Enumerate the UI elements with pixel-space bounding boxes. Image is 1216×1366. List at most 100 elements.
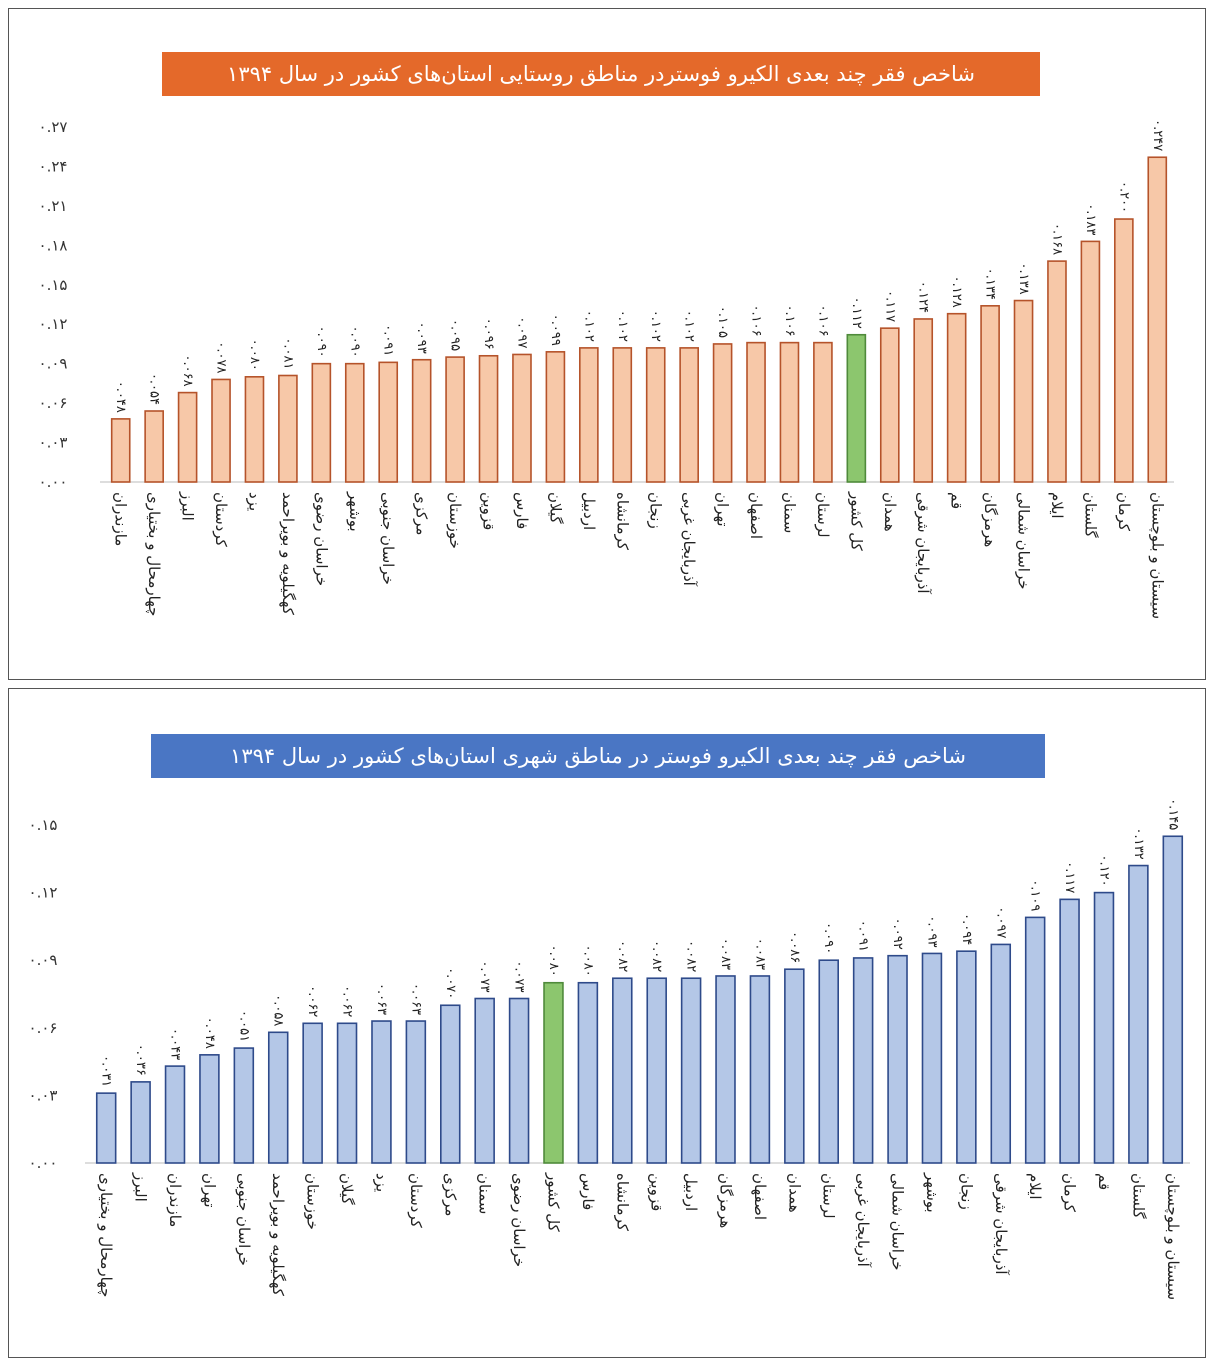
urban-chart: ۰.۰۰ ۰.۰۳ ۰.۰۶ ۰.۰۹ ۰.۱۲ ۰.۱۵ ۰.۰۳۱ چهارمحال و … <box>29 798 1190 1300</box>
bar <box>302 1022 323 1164</box>
data-label: ۰.۱۰۶ <box>782 305 797 337</box>
data-label: ۰.۰۵۴ <box>147 373 162 405</box>
bar <box>336 1022 358 1164</box>
category-label: مرکزی <box>413 492 431 535</box>
category-label: گلستان <box>1129 1173 1147 1219</box>
y-tick-label: ۰.۰۶ <box>29 1019 58 1037</box>
bar <box>474 997 495 1164</box>
data-label: ۰.۰۶۳ <box>408 983 423 1015</box>
bar <box>612 977 633 1164</box>
bar <box>1047 260 1067 483</box>
bar <box>478 354 499 483</box>
data-label: ۰.۱۲۰ <box>1096 855 1111 887</box>
bar <box>411 358 432 483</box>
category-label: مرکزی <box>441 1173 459 1216</box>
data-label: ۰.۰۵۱ <box>236 1010 251 1042</box>
category-label: همدان <box>785 1173 803 1213</box>
bar <box>211 378 231 483</box>
bar <box>1093 891 1115 1164</box>
category-label: یزد <box>372 1173 390 1192</box>
category-label: تهران <box>200 1173 218 1208</box>
bar <box>913 318 934 483</box>
data-label: ۰.۰۹۴ <box>959 913 974 945</box>
category-label: اصفهان <box>747 492 765 539</box>
category-label: لرستان <box>814 492 832 538</box>
bar <box>95 1092 117 1164</box>
category-label: خوزستان <box>446 492 464 549</box>
category-label: خراسان شمالی <box>889 1173 907 1271</box>
bar <box>1147 156 1168 483</box>
bar <box>311 362 332 483</box>
data-label: ۰.۱۱۷ <box>1062 861 1077 893</box>
category-label: کردستان <box>212 492 230 548</box>
y-tick-label: ۰.۰۰ <box>29 1154 58 1172</box>
category-label: لرستان <box>820 1173 838 1219</box>
bar <box>144 410 164 483</box>
category-label: کردستان <box>407 1173 425 1229</box>
bar <box>980 305 1000 483</box>
rural-chart-panel: شاخص فقر چند بعدی الکیرو فوستردر مناطق ر… <box>8 8 1206 680</box>
data-label: ۰.۰۸۲ <box>649 940 664 972</box>
category-label: قم <box>1095 1173 1113 1190</box>
data-label: ۰.۰۸۳ <box>752 938 767 970</box>
data-label: ۰.۰۹۲ <box>890 918 905 950</box>
y-tick-label: ۰.۱۵ <box>39 276 68 294</box>
bar <box>879 327 900 483</box>
data-label: ۰.۱۳۲ <box>1131 827 1146 859</box>
bar <box>278 374 298 483</box>
category-label: سیستان و بلوچستان <box>1148 492 1166 619</box>
data-label: ۰.۱۰۲ <box>648 310 663 342</box>
category-label: کل کشور <box>544 1172 562 1233</box>
data-label: ۰.۱۶۸ <box>1049 223 1064 255</box>
y-tick-label: ۰.۰۹ <box>39 355 68 373</box>
category-label: سمنان <box>476 1173 494 1214</box>
y-tick-label: ۰.۱۲ <box>39 315 68 333</box>
bar <box>784 968 805 1164</box>
urban-chart-title: شاخص فقر چند بعدی الکیرو فوستر در مناطق … <box>151 734 1045 778</box>
category-label: آذربایجان شرقی <box>992 1173 1010 1275</box>
data-label: ۰.۰۹۷ <box>993 906 1008 938</box>
data-label: ۰.۱۰۲ <box>615 310 630 342</box>
bar <box>244 376 265 483</box>
category-label: هرمزگان <box>717 1173 735 1228</box>
data-label: ۰.۰۶۳ <box>374 983 389 1015</box>
y-tick-label: ۰.۲۷ <box>39 118 68 136</box>
category-label: خراسان رضوی <box>510 1173 528 1267</box>
data-label: ۰.۰۹۵ <box>448 319 463 351</box>
category-label: بوشهر <box>923 1172 941 1213</box>
data-label: ۰.۰۴۳ <box>168 1028 183 1060</box>
category-label: بوشهر <box>346 491 364 532</box>
data-label: ۰.۰۳۱ <box>99 1055 114 1087</box>
category-label: یزد <box>245 492 263 511</box>
data-label: ۰.۰۵۸ <box>271 994 286 1026</box>
category-label: گیلان <box>546 492 564 524</box>
category-label: کل کشور <box>847 491 865 552</box>
category-label: خوزستان <box>304 1173 322 1230</box>
data-label: ۰.۱۰۲ <box>682 310 697 342</box>
data-label: ۰.۰۹۳ <box>924 915 939 947</box>
bar <box>177 391 198 483</box>
y-tick-label: ۰.۱۵ <box>29 816 58 834</box>
category-label: مازندران <box>166 1173 184 1227</box>
bar <box>267 1031 289 1164</box>
category-label: گلستان <box>1081 492 1099 538</box>
category-label: قم <box>948 492 966 509</box>
data-label: ۰.۰۷۰ <box>443 967 458 999</box>
category-label: خراسان جنوبی <box>379 492 397 585</box>
bar <box>1024 916 1046 1164</box>
bar <box>579 347 599 483</box>
data-label: ۰.۲۴۷ <box>1150 119 1165 151</box>
category-label: خراسان جنوبی <box>235 1173 253 1266</box>
bar <box>813 341 833 483</box>
bar <box>1162 835 1184 1164</box>
data-label: ۰.۲۰۰ <box>1116 181 1131 213</box>
category-label: سمنان <box>780 492 798 533</box>
category-label: کرمان <box>1115 492 1133 532</box>
bar <box>680 977 702 1164</box>
category-label: زنجان <box>647 492 665 529</box>
bar <box>378 361 399 483</box>
data-label: ۰.۰۹۰ <box>314 326 329 358</box>
data-label: ۰.۰۳۶ <box>133 1044 148 1076</box>
category-label: آذربایجان غربی <box>680 492 698 587</box>
category-label: البرز <box>132 1172 150 1202</box>
